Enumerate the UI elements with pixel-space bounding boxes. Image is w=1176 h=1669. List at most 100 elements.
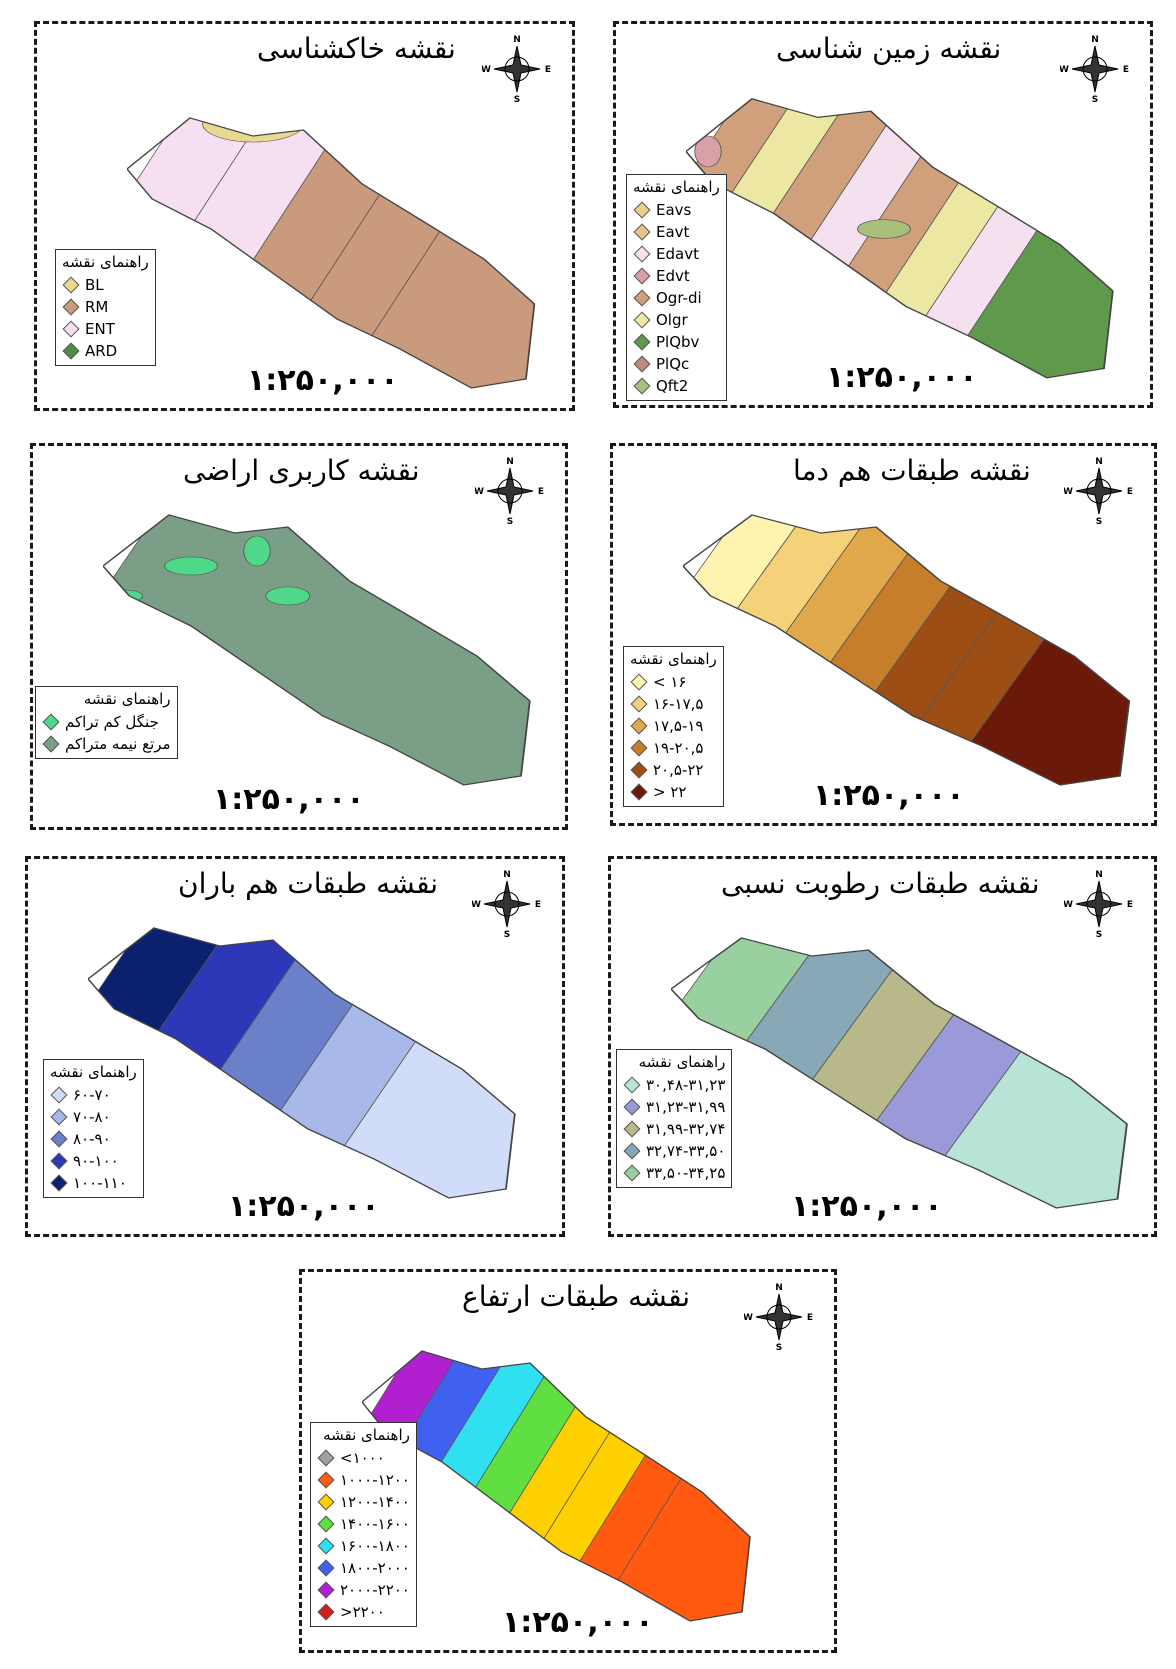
legend-item: < ۱۶: [630, 671, 717, 693]
compass: N S E W: [1064, 870, 1133, 939]
compass-letter: W: [1064, 900, 1073, 910]
legend-item: ۱۲۰۰-۱۴۰۰: [317, 1491, 410, 1513]
compass-letter: N: [1095, 457, 1103, 467]
legend-label: Ogr-di: [656, 289, 702, 307]
legend-item: Eavs: [633, 199, 720, 221]
legend-label: ۱۷,۵-۱۹: [653, 717, 704, 735]
legend-item: ۲۰۰۰-۲۲۰۰: [317, 1579, 410, 1601]
legend-label: > ۲۲: [653, 783, 687, 801]
map-scale: ۱:۲۵۰,۰۰۰: [826, 360, 978, 395]
legend-swatch: [317, 1603, 335, 1621]
legend-item: ۳۳,۵۰-۳۴,۲۵: [623, 1162, 725, 1184]
legend-item: ۳۱,۹۹-۳۲,۷۴: [623, 1118, 725, 1140]
map-scale: ۱:۲۵۰,۰۰۰: [228, 1189, 380, 1224]
legend-item: ۸۰-۹۰: [50, 1128, 137, 1150]
legend-item: ۱۸۰۰-۲۰۰۰: [317, 1557, 410, 1579]
legend-label: ۸۰-۹۰: [73, 1130, 111, 1148]
legend-swatch: [50, 1108, 68, 1126]
legend-title: راهنمای نقشه: [638, 1053, 726, 1071]
legend-swatch: [633, 333, 651, 351]
map-zone: [683, 515, 865, 786]
legend-label: ۱۸۰۰-۲۰۰۰: [340, 1559, 410, 1577]
legend-label: ENT: [85, 320, 115, 338]
legend-label: ۱۲۰۰-۱۴۰۰: [340, 1493, 410, 1511]
map-scale: ۱:۲۵۰,۰۰۰: [247, 363, 399, 398]
compass-letter: S: [507, 517, 513, 526]
compass-rose: [483, 880, 531, 928]
legend-swatch: [633, 355, 651, 373]
compass-rose: [755, 1293, 803, 1341]
legend-swatch: [623, 1098, 641, 1116]
legend-swatch: [623, 1120, 641, 1138]
map-area: [683, 514, 1131, 786]
legend-item: ENT: [62, 318, 149, 340]
legend-item: ۲۰,۵-۲۲: [630, 759, 717, 781]
legend-item: ۶۰-۷۰: [50, 1084, 137, 1106]
legend-swatch: [50, 1152, 68, 1170]
compass-ring: [497, 478, 523, 504]
legend-title: راهنمای نقشه: [62, 253, 149, 271]
map-scale: ۱:۲۵۰,۰۰۰: [213, 782, 365, 817]
compass-letter: S: [514, 95, 520, 104]
compass-letter: E: [538, 487, 544, 497]
legend-swatch: [317, 1537, 335, 1555]
compass: N S E W: [482, 35, 551, 104]
legend-title: راهنمای نقشه: [633, 178, 720, 196]
legend-label: ۳۱,۲۳-۳۱,۹۹: [646, 1098, 726, 1116]
map-panel: نقشه زمین شناسی N S E W راهنمای نقشه Eavs Eavt E…: [613, 21, 1153, 408]
legend-label: ۱۰۰۰-۱۲۰۰: [340, 1471, 410, 1489]
compass: N S E W: [1064, 457, 1133, 526]
map-area: [103, 514, 531, 786]
legend-label: < ۱۶: [653, 673, 687, 691]
map-title: نقشه کاربری اراضی: [183, 454, 420, 487]
legend-label: Edavt: [656, 245, 699, 263]
map-title: نقشه طبقات رطوبت نسبی: [721, 867, 1040, 900]
map-legend: راهنمای نقشه BL RM ENT ARD: [55, 249, 156, 366]
compass-rose: [486, 467, 534, 515]
legend-item: ۱۰۰-۱۱۰: [50, 1172, 137, 1194]
legend-swatch: [630, 717, 648, 735]
legend-title: راهنمای نقشه: [323, 1426, 410, 1444]
legend-label: ۱۶-۱۷,۵: [653, 695, 704, 713]
map-legend: راهنمای نقشه < ۱۶ ۱۶-۱۷,۵ ۱۷,۵-۱۹ ۱۹-۲۰,۵ ۲۰,…: [623, 646, 724, 807]
legend-swatch: [62, 342, 80, 360]
compass-ring: [494, 891, 520, 917]
compass-letter: N: [1091, 35, 1099, 45]
compass-letter: S: [504, 930, 510, 939]
legend-label: PlQc: [656, 355, 690, 373]
legend-label: Olgr: [656, 311, 688, 329]
legend-title: راهنمای نقشه: [630, 650, 717, 668]
map-outline: [362, 1350, 751, 1622]
map-zone: [323, 118, 351, 128]
map-panel: نقشه طبقات ارتفاع N S E W راهنمای نقشه <۱۰۰۰ ۱۰…: [299, 1269, 837, 1653]
compass-letter: W: [1064, 487, 1073, 497]
legend-swatch: [633, 377, 651, 395]
map-legend: راهنمای نقشه ۶۰-۷۰ ۷۰-۸۰ ۸۰-۹۰ ۹۰-۱۰۰ ۱۰۰-۱۱۰: [43, 1059, 144, 1198]
legend-swatch: [633, 267, 651, 285]
map-zone: [694, 135, 722, 168]
compass: N S E W: [744, 1283, 813, 1352]
map-legend: راهنمای نقشه Eavs Eavt Edavt Edvt Ogr-di Olgr P…: [626, 174, 727, 401]
legend-item: ۱۶۰۰-۱۸۰۰: [317, 1535, 410, 1557]
compass-letter: N: [513, 35, 521, 45]
legend-item: جنگل کم تراکم: [42, 711, 171, 733]
map-area: [88, 927, 516, 1199]
legend-swatch: [623, 1164, 641, 1182]
legend-swatch: [317, 1493, 335, 1511]
legend-item: <۱۰۰۰: [317, 1447, 410, 1469]
map-fill: [683, 515, 1130, 786]
compass: N S E W: [1060, 35, 1129, 104]
map-title: نقشه زمین شناسی: [776, 32, 1002, 65]
legend-item: ۳۱,۲۳-۳۱,۹۹: [623, 1096, 725, 1118]
compass-letter: N: [1095, 870, 1103, 880]
legend-label: جنگل کم تراکم: [65, 713, 159, 731]
map-outline: [686, 98, 1114, 379]
legend-label: ۹۰-۱۰۰: [73, 1152, 119, 1170]
map-title: نقشه طبقات هم باران: [178, 867, 439, 900]
legend-item: ARD: [62, 340, 149, 362]
legend-label: ۱۹-۲۰,۵: [653, 739, 704, 757]
legend-item: مرتع نیمه متراکم: [42, 733, 171, 755]
map-zone: [243, 535, 271, 567]
compass-ring: [1086, 891, 1112, 917]
map-outline: [671, 937, 1128, 1209]
